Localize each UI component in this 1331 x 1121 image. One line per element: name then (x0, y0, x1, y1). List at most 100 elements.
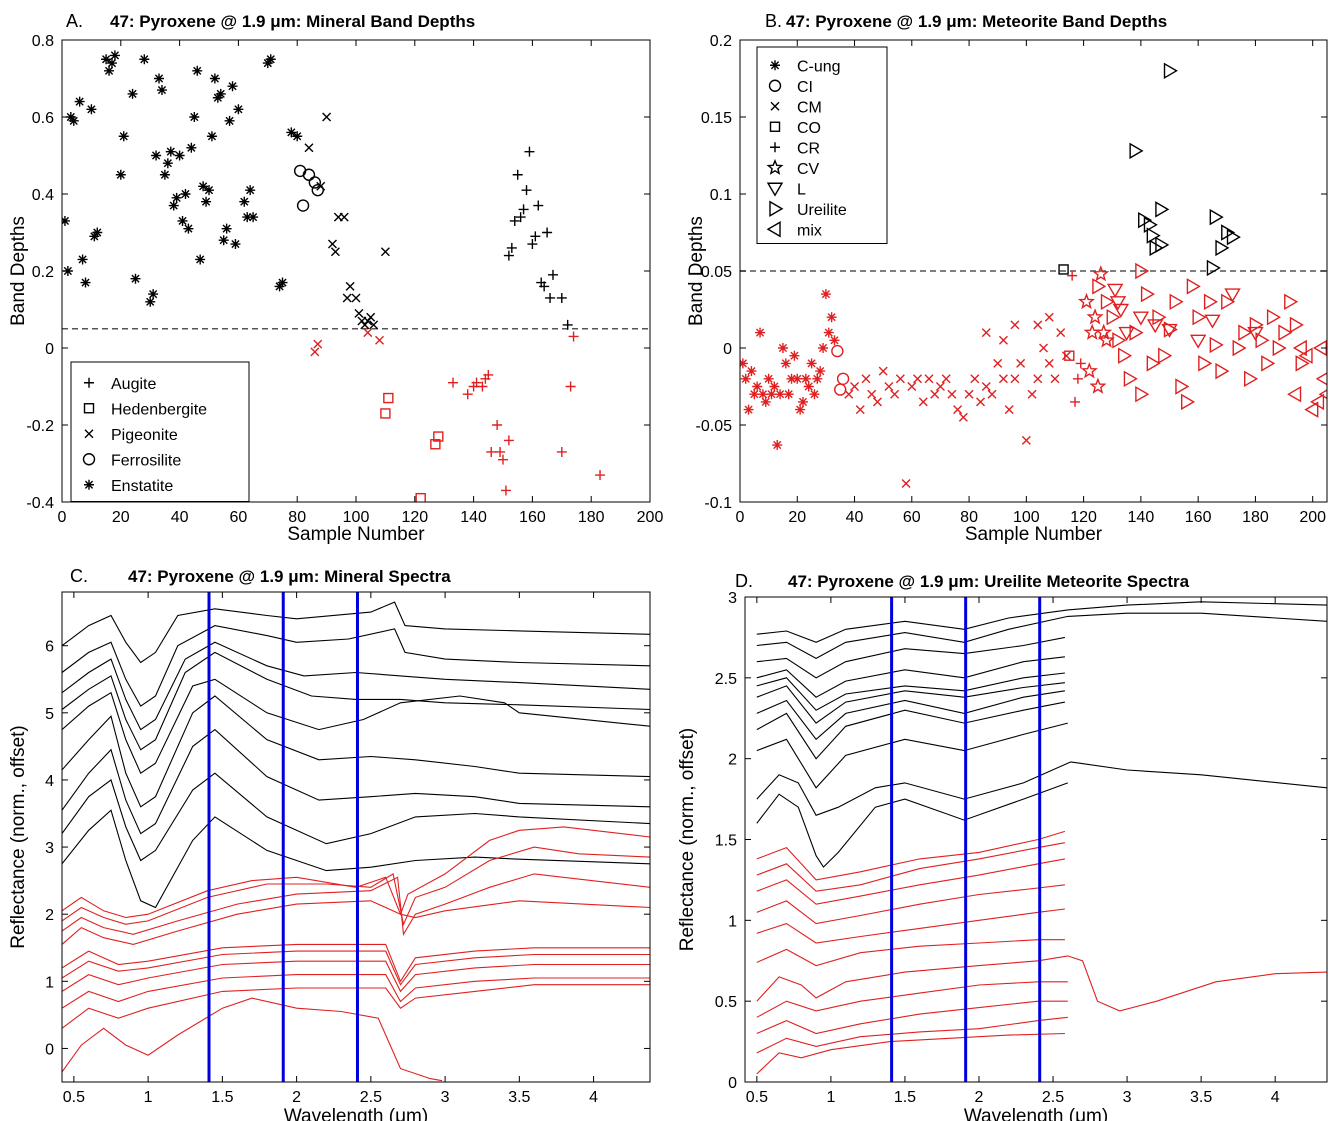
legend-item: CO (769, 120, 821, 137)
plot-data (62, 592, 650, 1082)
data-point (145, 296, 156, 307)
data-point (981, 382, 991, 391)
data-point (1155, 201, 1170, 218)
data-point (752, 381, 763, 392)
spectrum-line (756, 656, 1065, 698)
legend-label: CV (797, 161, 820, 178)
x-tick-label: 1.5 (211, 1089, 233, 1106)
data-point (177, 215, 188, 226)
data-point (1295, 355, 1310, 372)
x-tick-label: 1 (144, 1089, 153, 1106)
data-point (1161, 323, 1178, 338)
data-point (1132, 311, 1150, 326)
data-point (769, 381, 780, 392)
data-point (815, 366, 826, 377)
data-point (818, 343, 829, 353)
data-point (224, 115, 235, 126)
data-point (1261, 355, 1276, 372)
legend-box (70, 361, 250, 502)
legend-item: Hedenbergite (83, 401, 207, 418)
data-point (930, 389, 940, 399)
panel-d: 0.5 1 1.5 2 2.5 3 3.5 4 0 0.5 1 1.5 2 2.5 3 Wavelength … (677, 571, 1328, 1121)
data-point (156, 85, 167, 96)
data-point (1129, 142, 1144, 160)
legend-label: L (797, 181, 806, 198)
data-point (740, 358, 748, 369)
data-point (171, 192, 182, 203)
data-point (998, 374, 1008, 384)
spectrum-line (62, 873, 650, 937)
legend-marker (766, 182, 784, 197)
x-tick-label: 160 (519, 509, 546, 526)
data-point (139, 54, 150, 65)
data-point (512, 169, 523, 180)
legend-item: CI (768, 79, 813, 96)
legend-marker (769, 121, 781, 132)
data-point (515, 212, 526, 223)
data-point (302, 168, 316, 181)
spectrum-line (62, 728, 650, 835)
data-point (1027, 389, 1037, 399)
series-enstatite (62, 50, 303, 307)
data-point (953, 405, 963, 415)
data-point (913, 374, 923, 384)
x-tick-label: 60 (230, 509, 248, 526)
data-point (1123, 370, 1138, 388)
data-point (206, 131, 217, 142)
data-point (1092, 278, 1107, 295)
data-point (1061, 351, 1071, 361)
data-point (547, 269, 558, 280)
series-c-ung (740, 289, 840, 451)
spectrum-line (756, 672, 1065, 711)
data-point (763, 373, 774, 384)
data-point (545, 292, 556, 303)
data-point (118, 131, 129, 142)
data-point (383, 392, 394, 404)
data-point (803, 381, 814, 392)
data-point (189, 112, 200, 122)
data-point (1146, 319, 1164, 334)
data-point (755, 327, 766, 338)
spectrum-line (62, 900, 650, 945)
data-point (1016, 358, 1026, 368)
data-point (878, 366, 888, 376)
spectrum-line (62, 984, 650, 1029)
data-point (239, 196, 250, 207)
data-point (369, 320, 379, 330)
data-point (998, 335, 1008, 345)
x-tick-label: 1 (826, 1089, 835, 1106)
plot-data (756, 597, 1327, 1082)
data-point (1186, 278, 1201, 295)
spectrum-line (756, 842, 1065, 892)
data-point (322, 112, 332, 122)
y-tick-label: 1 (728, 913, 737, 930)
data-point (947, 389, 957, 399)
legend-marker (84, 479, 94, 490)
x-tick-label: 4 (589, 1089, 598, 1106)
data-point (204, 185, 214, 196)
spectrum-line (756, 761, 1327, 816)
data-point (310, 347, 320, 357)
data-point (218, 235, 229, 246)
legend-label: CR (797, 140, 820, 157)
data-point (867, 389, 877, 399)
data-point (375, 335, 385, 345)
panel-c: 0.5 1 1.5 2 2.5 3 3.5 4 0 1 2 3 4 5 6 Wavelength (μm) Re… (8, 566, 651, 1121)
legend-label: Ureilite (797, 202, 847, 219)
x-tick-label: 140 (460, 509, 487, 526)
data-point (1255, 332, 1270, 349)
x-tick-label: 200 (1299, 509, 1326, 526)
data-point (562, 319, 573, 330)
data-point (1080, 362, 1098, 379)
spectrum-line (62, 950, 650, 986)
spectrum-line (756, 939, 1065, 967)
data-point (415, 492, 426, 502)
y-tick-label: 0.1 (710, 187, 732, 204)
series-hedenbergite (380, 392, 444, 502)
data-point (970, 374, 980, 384)
spectrum-line (62, 846, 650, 927)
data-point (242, 212, 253, 223)
data-point (430, 439, 441, 450)
spectrum-line (756, 1016, 1068, 1054)
data-point (533, 200, 544, 211)
